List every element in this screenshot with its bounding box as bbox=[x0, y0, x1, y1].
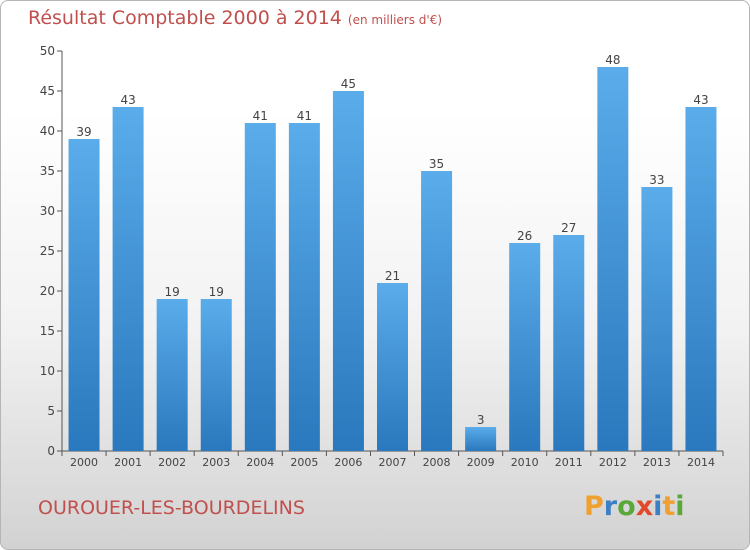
y-tick-label: 15 bbox=[40, 324, 55, 338]
x-tick-label: 2002 bbox=[158, 456, 186, 469]
x-tick-label: 2003 bbox=[202, 456, 230, 469]
data-labels: 39 43 19 19 41 41 45 21 35 3 26 27 48 33 43 bbox=[76, 53, 708, 427]
data-label: 26 bbox=[517, 229, 532, 243]
y-tick-label: 10 bbox=[40, 364, 55, 378]
y-tick-label: 50 bbox=[40, 44, 55, 58]
x-tick-label: 2011 bbox=[555, 456, 583, 469]
logo-letter: i bbox=[675, 491, 685, 522]
x-tick-label: 2010 bbox=[511, 456, 539, 469]
y-tick-label: 45 bbox=[40, 84, 55, 98]
x-tick-label: 2006 bbox=[334, 456, 362, 469]
bar bbox=[68, 139, 100, 451]
data-label: 3 bbox=[477, 413, 485, 427]
chart-subtitle: (en milliers d'€) bbox=[347, 13, 443, 27]
bar bbox=[377, 283, 408, 451]
data-label: 21 bbox=[385, 269, 400, 283]
x-tick-label: 2000 bbox=[70, 456, 98, 469]
x-tick-label: 2005 bbox=[290, 456, 318, 469]
bar bbox=[421, 171, 453, 451]
logo-letter: x bbox=[635, 491, 654, 522]
logo-letter: r bbox=[603, 491, 618, 522]
data-label: 43 bbox=[120, 93, 135, 107]
data-label: 19 bbox=[209, 285, 224, 299]
x-tick-label: 2009 bbox=[467, 456, 495, 469]
bar bbox=[553, 235, 585, 451]
data-label: 27 bbox=[561, 221, 576, 235]
bar bbox=[332, 91, 364, 451]
bar bbox=[597, 67, 629, 451]
y-tick-label: 30 bbox=[40, 204, 55, 218]
y-tick-label: 20 bbox=[40, 284, 55, 298]
logo-letter: P bbox=[584, 491, 604, 522]
y-tick-label: 5 bbox=[47, 404, 55, 418]
bar bbox=[641, 187, 673, 451]
bar bbox=[685, 107, 717, 451]
x-tick-label: 2001 bbox=[114, 456, 142, 469]
logo-letter: i bbox=[653, 491, 663, 522]
data-label: 19 bbox=[165, 285, 180, 299]
data-label: 35 bbox=[429, 157, 444, 171]
y-tick-label: 35 bbox=[40, 164, 55, 178]
proxiti-logo: Proxiti bbox=[584, 491, 685, 522]
y-tick-label: 40 bbox=[40, 124, 55, 138]
bars bbox=[68, 67, 717, 451]
x-tick-label: 2014 bbox=[687, 456, 715, 469]
bar bbox=[200, 299, 232, 451]
data-label: 41 bbox=[297, 109, 312, 123]
chart-title: Résultat Comptable 2000 à 2014 (en millie… bbox=[28, 7, 442, 29]
x-tick-label: 2012 bbox=[599, 456, 627, 469]
data-label: 45 bbox=[341, 77, 356, 91]
commune-name: OUROUER-LES-BOURDELINS bbox=[38, 497, 305, 519]
y-tick-label: 0 bbox=[47, 444, 55, 458]
x-tick-label: 2007 bbox=[379, 456, 407, 469]
bar bbox=[465, 427, 497, 451]
bar bbox=[288, 123, 320, 451]
x-tick-label: 2004 bbox=[246, 456, 274, 469]
data-label: 39 bbox=[76, 125, 91, 139]
x-tick-label: 2008 bbox=[423, 456, 451, 469]
logo-letter: o bbox=[617, 491, 636, 522]
data-label: 33 bbox=[649, 173, 664, 187]
x-tick-label: 2013 bbox=[643, 456, 671, 469]
chart-title-text: Résultat Comptable 2000 à 2014 bbox=[28, 7, 342, 29]
bar bbox=[244, 123, 276, 451]
y-tick-label: 25 bbox=[40, 244, 55, 258]
data-label: 41 bbox=[253, 109, 268, 123]
logo-letter: t bbox=[662, 491, 676, 522]
bar bbox=[112, 107, 144, 451]
data-label: 43 bbox=[693, 93, 708, 107]
bar bbox=[509, 243, 541, 451]
bar bbox=[156, 299, 188, 451]
data-label: 48 bbox=[605, 53, 620, 67]
